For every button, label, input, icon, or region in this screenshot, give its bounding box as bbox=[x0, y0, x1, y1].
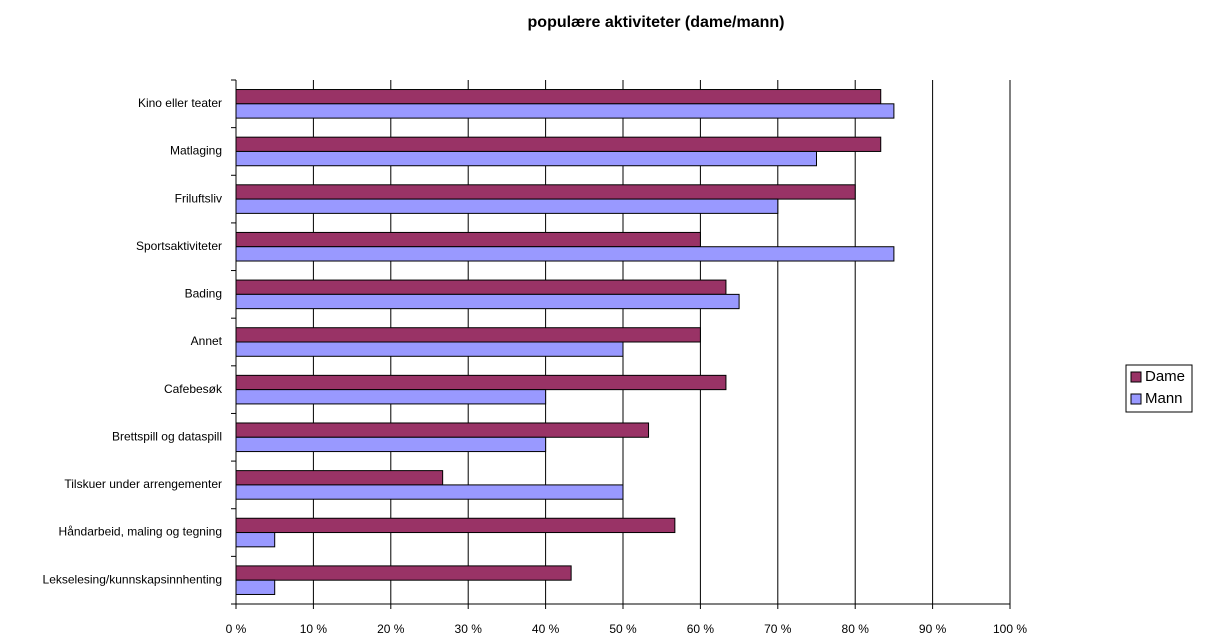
y-tick-label: Kino eller teater bbox=[138, 96, 222, 110]
x-tick-label: 0 % bbox=[226, 622, 247, 636]
x-tick-label: 30 % bbox=[455, 622, 483, 636]
y-tick-label: Bading bbox=[185, 287, 222, 301]
bar bbox=[235, 517, 676, 534]
y-tick-label: Friluftsliv bbox=[175, 191, 222, 205]
bar bbox=[235, 246, 895, 262]
bar bbox=[235, 565, 572, 581]
bar bbox=[235, 231, 701, 248]
bar bbox=[235, 341, 624, 357]
bar bbox=[235, 470, 444, 486]
legend-swatch bbox=[1130, 393, 1142, 405]
x-tick-label: 10 % bbox=[300, 622, 328, 636]
bar bbox=[235, 389, 547, 405]
bar bbox=[235, 136, 882, 152]
x-tick-label: 100 % bbox=[993, 622, 1027, 636]
y-tick-label: Sportsaktiviteter bbox=[136, 239, 222, 253]
bar bbox=[235, 532, 276, 548]
y-tick-label: Matlaging bbox=[170, 144, 222, 158]
bar bbox=[235, 374, 727, 391]
legend-swatch bbox=[1130, 371, 1142, 383]
y-tick-label: Lekselesing/kunnskapsinnhenting bbox=[43, 572, 222, 586]
bar bbox=[235, 327, 701, 343]
y-tick-label: Brettspill og dataspill bbox=[112, 429, 222, 443]
bar bbox=[235, 579, 276, 595]
y-tick-label: Tilskuer under arrengementer bbox=[64, 477, 222, 491]
y-tick-label: Annet bbox=[191, 334, 223, 348]
bar bbox=[235, 484, 624, 500]
bar bbox=[235, 89, 882, 105]
x-tick-label: 90 % bbox=[919, 622, 947, 636]
bar bbox=[235, 293, 740, 310]
bar bbox=[235, 184, 856, 200]
x-tick-label: 70 % bbox=[764, 622, 792, 636]
y-tick-label: Håndarbeid, maling og tegning bbox=[59, 525, 222, 539]
legend-label: Dame bbox=[1145, 368, 1185, 385]
x-tick-label: 20 % bbox=[377, 622, 405, 636]
bar bbox=[235, 279, 727, 295]
bar bbox=[235, 422, 650, 438]
x-tick-label: 40 % bbox=[532, 622, 560, 636]
y-tick-label: Cafebesøk bbox=[164, 382, 223, 396]
bar bbox=[235, 436, 547, 453]
x-tick-label: 60 % bbox=[687, 622, 715, 636]
legend-label: Mann bbox=[1145, 390, 1183, 407]
chart-title: populære aktiviteter (dame/mann) bbox=[528, 14, 785, 31]
x-tick-label: 80 % bbox=[842, 622, 870, 636]
bar bbox=[235, 103, 895, 119]
x-tick-label: 50 % bbox=[609, 622, 637, 636]
bar bbox=[235, 150, 817, 167]
bar bbox=[235, 198, 779, 214]
